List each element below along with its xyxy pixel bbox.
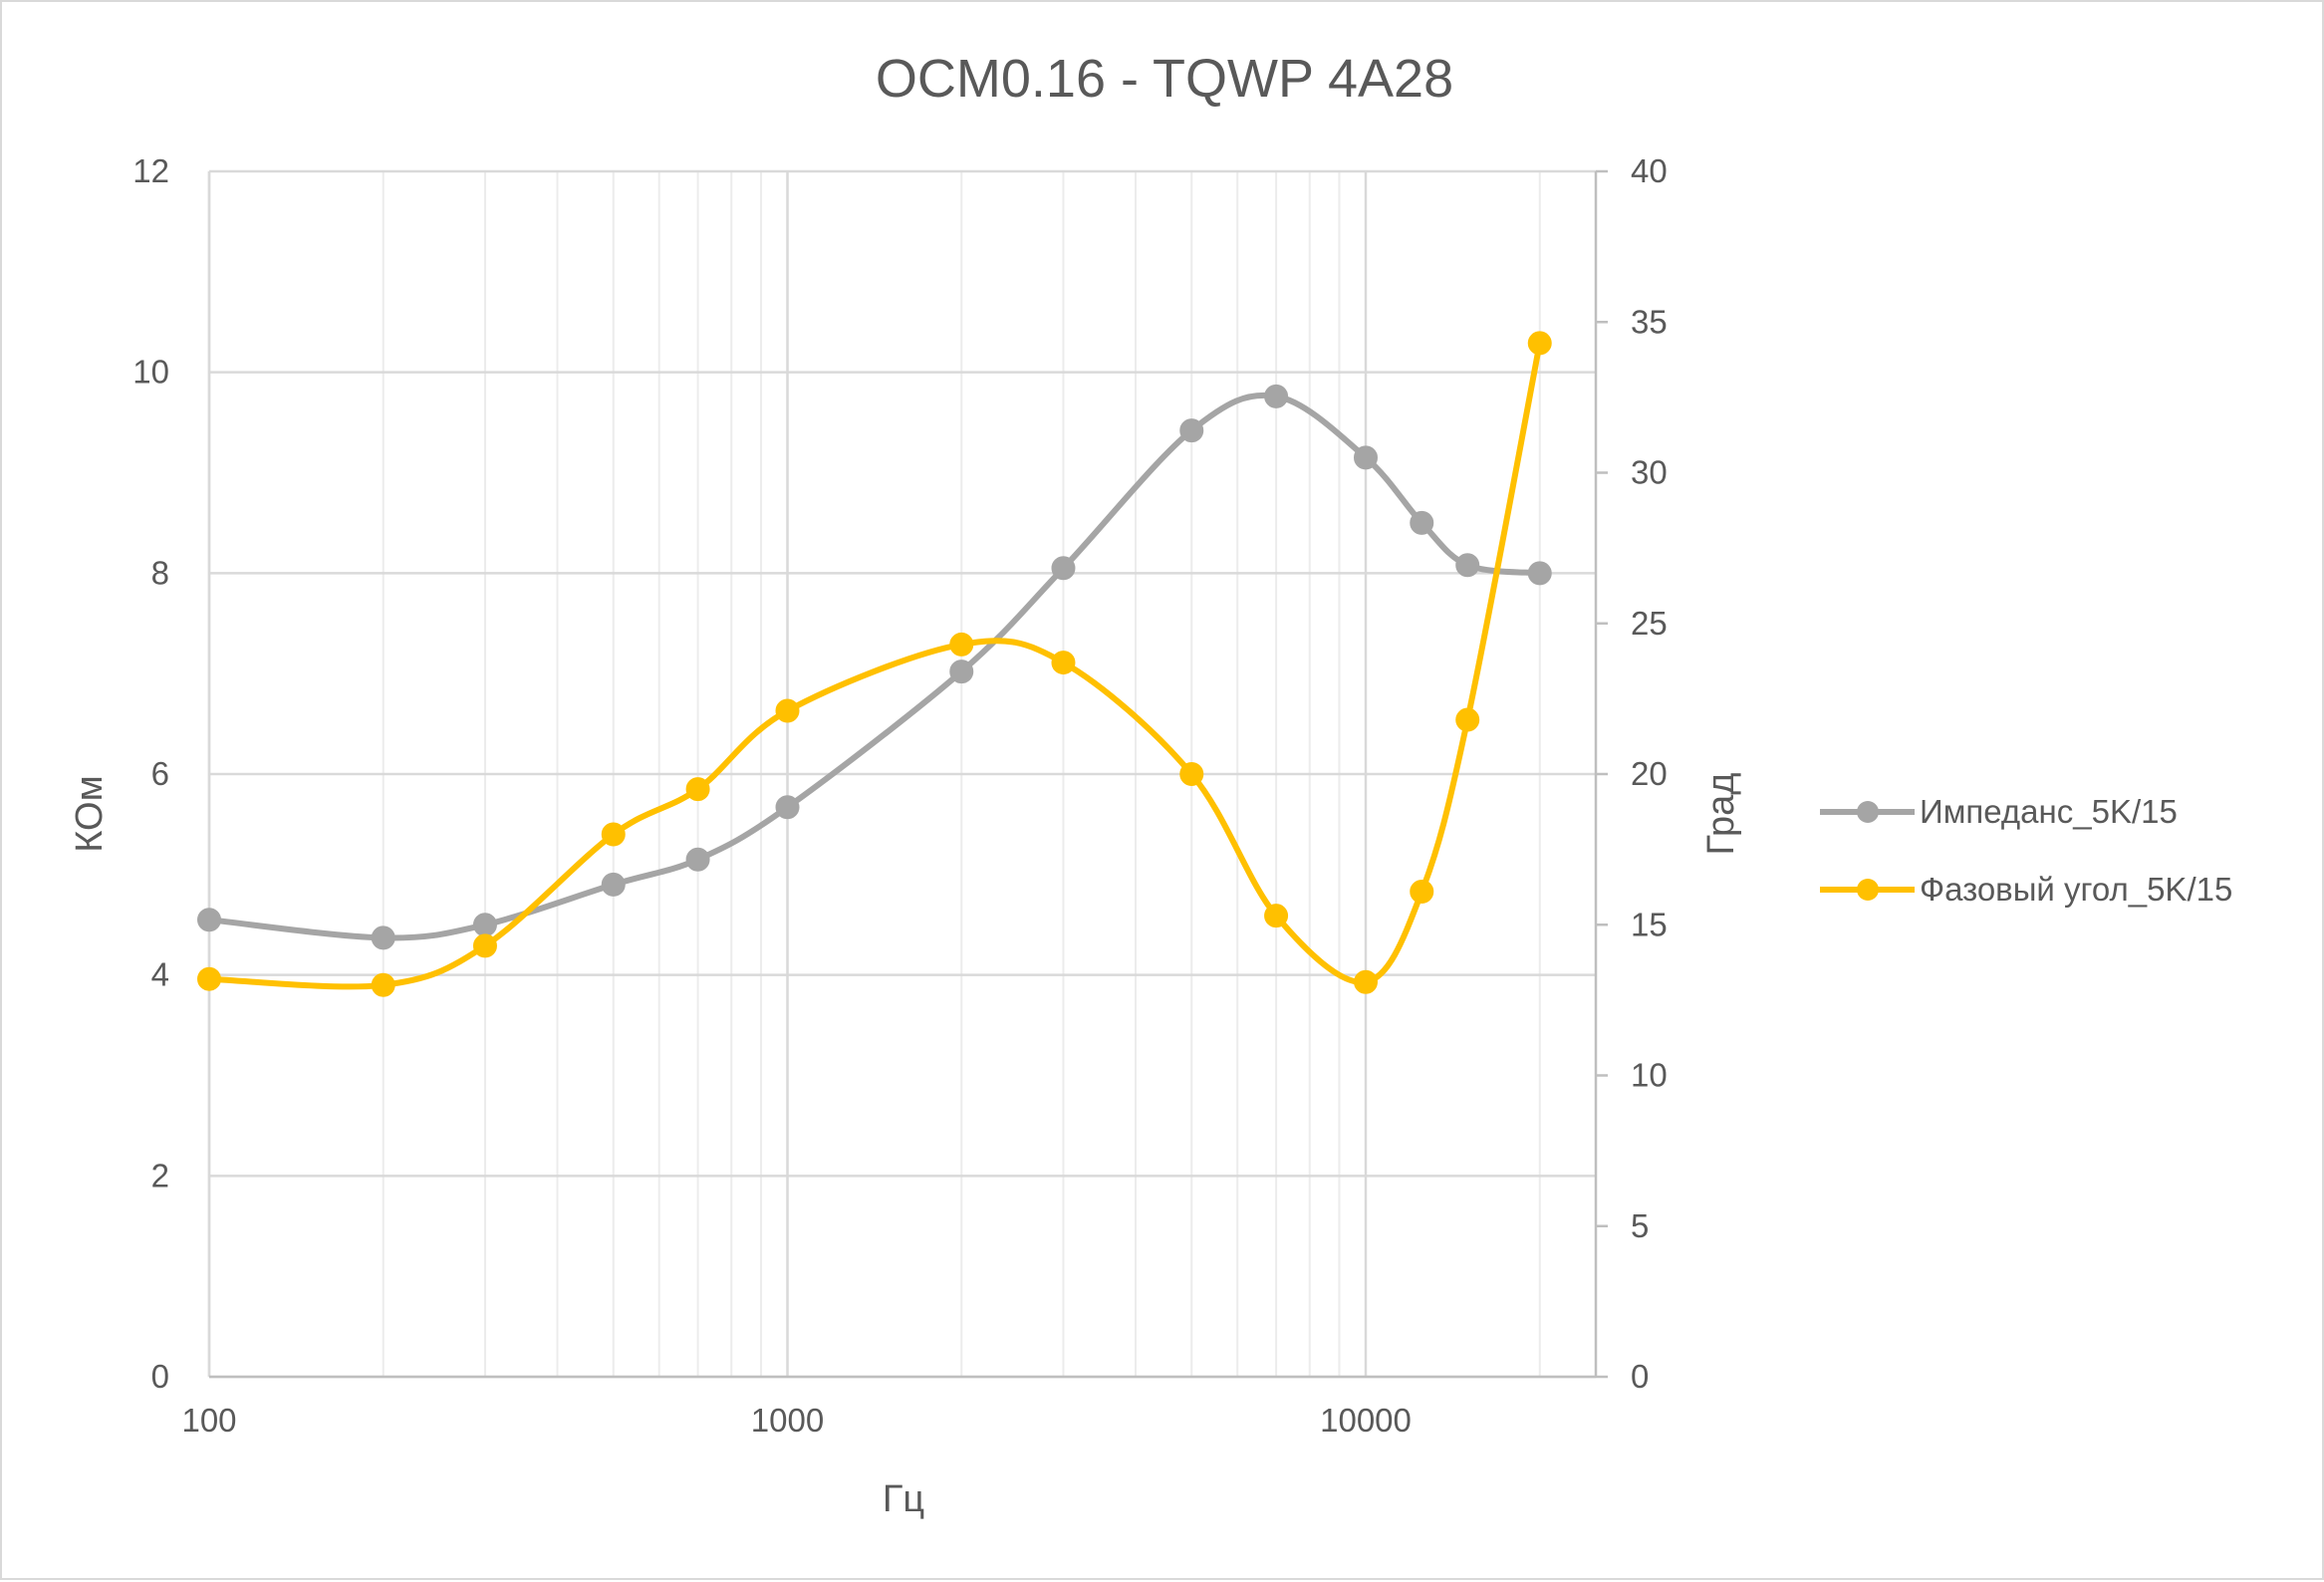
data-point xyxy=(1527,331,1552,356)
series-2 xyxy=(197,331,1552,997)
data-point xyxy=(1455,707,1480,732)
data-point xyxy=(1455,553,1480,578)
legend-label: Импеданс_5K/15 xyxy=(1920,793,2178,830)
data-point xyxy=(601,822,626,847)
y-axis-title: КОм xyxy=(69,775,111,852)
data-point xyxy=(1353,969,1378,994)
y2-tick-label: 0 xyxy=(1631,1358,1649,1395)
data-point xyxy=(685,777,710,802)
y2-tick-label: 5 xyxy=(1631,1207,1649,1244)
y2-tick-label: 25 xyxy=(1631,605,1668,642)
data-point xyxy=(1527,561,1552,586)
data-point xyxy=(371,972,395,997)
data-point xyxy=(1051,651,1076,675)
y-tick-label: 0 xyxy=(151,1358,169,1395)
data-point xyxy=(197,908,221,932)
y-tick-label: 12 xyxy=(132,152,169,189)
data-point xyxy=(949,632,974,657)
y-tick-label: 10 xyxy=(132,354,169,391)
y-tick-label: 2 xyxy=(151,1157,169,1193)
y-tick-label: 6 xyxy=(151,755,169,792)
y2-tick-label: 40 xyxy=(1631,152,1668,189)
grid-layer xyxy=(207,169,1596,1379)
legend: Импеданс_5K/15 Фазовый угол_5K/15 xyxy=(1820,793,2232,908)
y2-tick-label: 10 xyxy=(1631,1057,1668,1094)
y2-axis-title: Град xyxy=(1700,773,1742,856)
x-tick-label: 10000 xyxy=(1320,1402,1412,1439)
legend-swatch-marker xyxy=(1857,801,1879,823)
data-point xyxy=(775,698,800,723)
data-point xyxy=(949,659,974,684)
data-point xyxy=(472,913,497,937)
legend-entry: Импеданс_5K/15 xyxy=(1820,793,2178,830)
data-point xyxy=(197,966,221,991)
y2-tick-label: 30 xyxy=(1631,454,1668,491)
data-point xyxy=(1410,510,1434,535)
y2-tick-label: 35 xyxy=(1631,303,1668,340)
axis-layer: 0 2 4 6 8 10 12 0 5 10 15 20 25 30 35 40 100 1000 10000 xyxy=(132,152,1667,1439)
series-line xyxy=(206,340,1543,990)
data-point xyxy=(1179,418,1204,443)
data-point xyxy=(1353,445,1378,470)
data-point xyxy=(775,795,800,820)
legend-swatch-marker xyxy=(1857,879,1879,901)
series-1 xyxy=(197,384,1552,950)
x-tick-label: 100 xyxy=(181,1402,236,1439)
data-point xyxy=(1264,384,1289,408)
data-point xyxy=(1410,879,1434,904)
data-point xyxy=(685,847,710,872)
data-point xyxy=(1264,904,1289,928)
chart-title: OCM0.16 - TQWP 4A28 xyxy=(876,49,1453,109)
x-axis-title: Гц xyxy=(883,1478,924,1520)
y-tick-label: 4 xyxy=(151,956,169,993)
series-layer xyxy=(197,331,1552,997)
x-tick-label: 1000 xyxy=(751,1402,824,1439)
y-tick-label: 8 xyxy=(151,554,169,591)
data-point xyxy=(371,925,395,950)
data-point xyxy=(1051,556,1076,581)
data-point xyxy=(1179,762,1204,786)
legend-label: Фазовый угол_5K/15 xyxy=(1920,871,2232,908)
data-point xyxy=(601,872,626,897)
y2-tick-label: 20 xyxy=(1631,755,1668,792)
data-point xyxy=(472,933,497,958)
legend-entry: Фазовый угол_5K/15 xyxy=(1820,871,2232,908)
y2-tick-label: 15 xyxy=(1631,906,1668,942)
